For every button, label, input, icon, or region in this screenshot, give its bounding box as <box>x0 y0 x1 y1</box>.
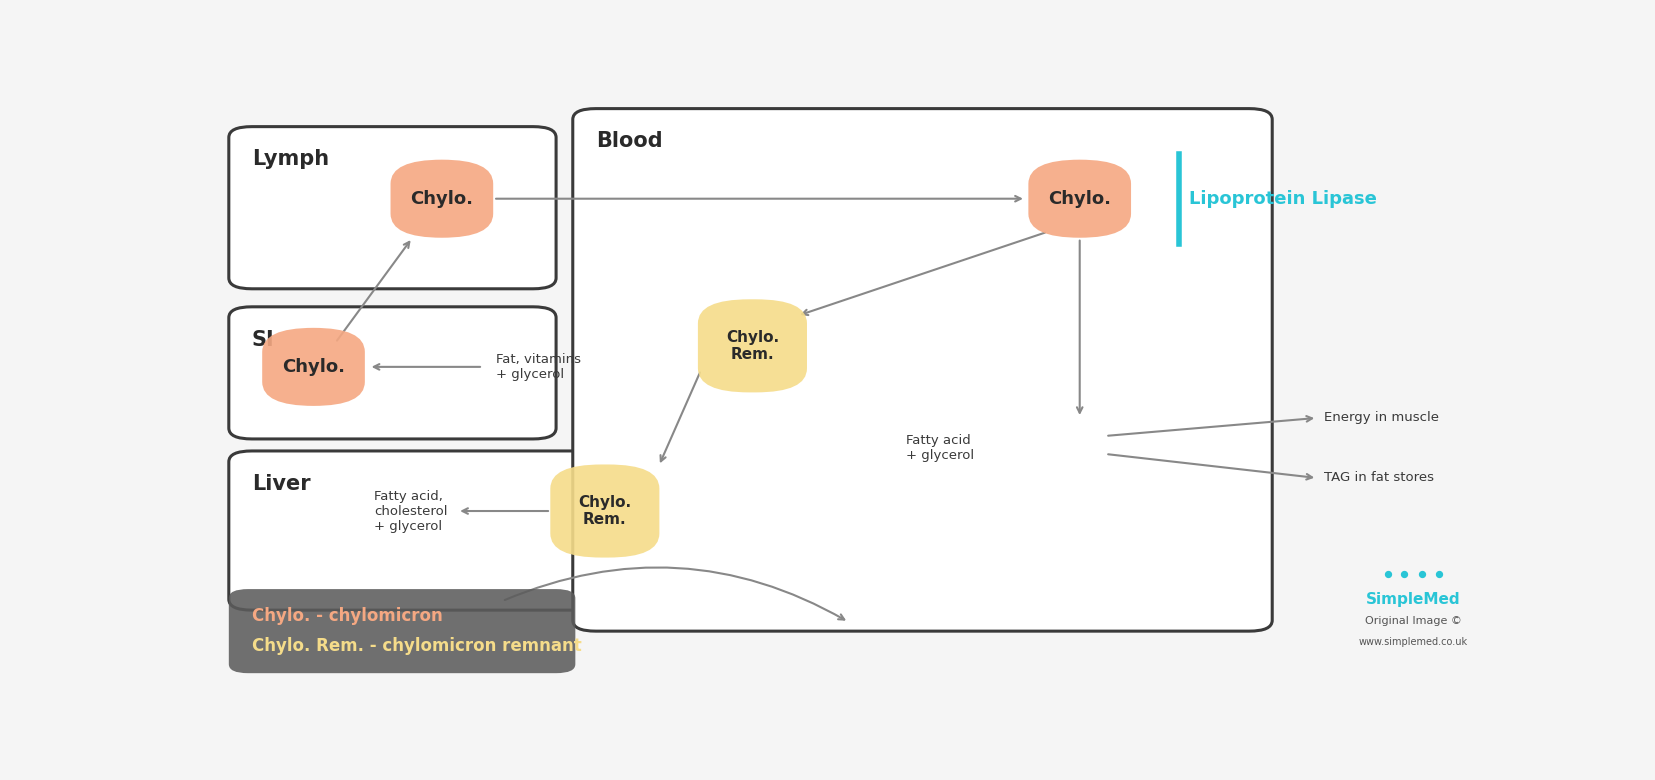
Text: Chylo.: Chylo. <box>410 190 473 207</box>
FancyBboxPatch shape <box>228 307 556 439</box>
Text: Lymph: Lymph <box>252 150 329 169</box>
Text: Lipoprotein Lipase: Lipoprotein Lipase <box>1188 190 1375 207</box>
FancyBboxPatch shape <box>573 108 1271 631</box>
Point <box>1390 568 1417 580</box>
FancyBboxPatch shape <box>261 328 364 406</box>
Text: Original Image ©: Original Image © <box>1364 616 1461 626</box>
Text: Chylo.: Chylo. <box>281 358 344 376</box>
Point <box>1425 568 1451 580</box>
Text: Blood: Blood <box>596 132 662 151</box>
Text: Fatty acid,
cholesterol
+ glycerol: Fatty acid, cholesterol + glycerol <box>374 490 447 533</box>
FancyBboxPatch shape <box>228 126 556 289</box>
Text: Energy in muscle: Energy in muscle <box>1322 411 1438 424</box>
Text: Chylo.
Rem.: Chylo. Rem. <box>578 495 631 527</box>
Point <box>1374 568 1400 580</box>
Text: SimpleMed: SimpleMed <box>1365 592 1460 607</box>
Text: Fat, vitamins
+ glycerol: Fat, vitamins + glycerol <box>495 353 581 381</box>
FancyBboxPatch shape <box>549 464 659 558</box>
Text: Liver: Liver <box>252 473 311 494</box>
Text: Chylo.
Rem.: Chylo. Rem. <box>725 330 778 362</box>
Text: Chylo.: Chylo. <box>1048 190 1111 207</box>
Text: Chylo. - chylomicron: Chylo. - chylomicron <box>252 607 442 625</box>
Text: SI: SI <box>252 330 275 349</box>
FancyBboxPatch shape <box>1028 160 1130 238</box>
FancyBboxPatch shape <box>391 160 493 238</box>
Text: www.simplemed.co.uk: www.simplemed.co.uk <box>1359 637 1466 647</box>
Text: Fatty acid
+ glycerol: Fatty acid + glycerol <box>905 434 975 462</box>
Point <box>1408 568 1435 580</box>
FancyBboxPatch shape <box>228 451 786 610</box>
Text: TAG in fat stores: TAG in fat stores <box>1322 471 1433 484</box>
Text: Chylo. Rem. - chylomicron remnant: Chylo. Rem. - chylomicron remnant <box>252 637 581 655</box>
FancyBboxPatch shape <box>697 300 806 392</box>
FancyBboxPatch shape <box>228 589 574 673</box>
